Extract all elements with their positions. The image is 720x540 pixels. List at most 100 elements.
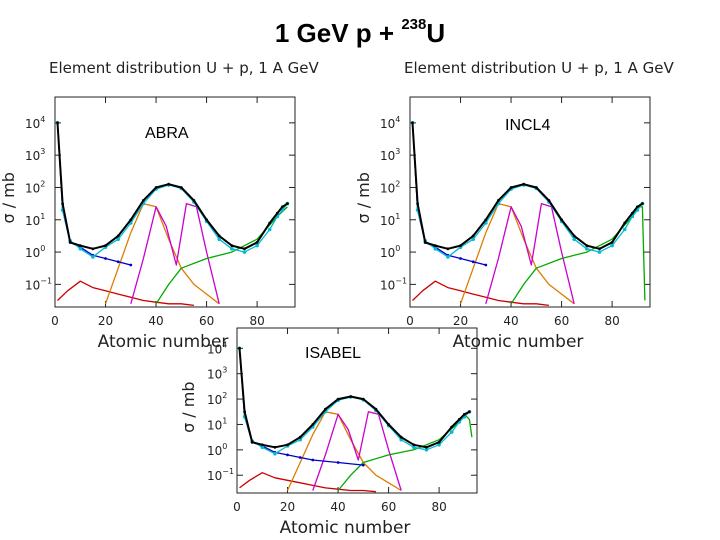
y-tick-label: 104 [207, 340, 227, 356]
point-data [129, 218, 133, 222]
y-tick-base: 10 [380, 181, 395, 195]
y-axis-label: σ / mb [0, 172, 18, 223]
model-label: INCL4 [505, 117, 550, 134]
y-tick-exponent: 3 [40, 147, 45, 156]
y-tick-label: 100 [25, 244, 45, 260]
point-data [484, 218, 488, 222]
point-total [217, 237, 221, 241]
y-tick-label: 102 [207, 391, 227, 407]
y-tick-label: 101 [380, 212, 400, 228]
x-tick-label: 0 [51, 314, 59, 328]
point-data [298, 435, 302, 439]
point-evaporation [459, 257, 462, 260]
point-data [230, 244, 234, 248]
point-data [374, 407, 378, 411]
point-data [572, 234, 576, 238]
point-data [167, 182, 171, 186]
point-data [623, 221, 627, 225]
point-evaporation [471, 260, 475, 264]
point-data [534, 186, 538, 189]
point-evaporation [336, 461, 340, 464]
point-data [268, 221, 272, 225]
y-tick-exponent: 4 [395, 115, 400, 124]
x-tick-label: 20 [453, 314, 468, 328]
y-tick-exponent: 3 [395, 147, 400, 156]
model-label: ISABEL [305, 345, 361, 362]
series-line-fission-heavy [155, 206, 288, 305]
point-data [192, 199, 196, 202]
plot-frame [54, 96, 296, 308]
y-tick-label: 100 [380, 244, 400, 260]
y-tick-label: 101 [207, 416, 227, 432]
x-tick-label: 0 [406, 314, 414, 328]
x-tick-label: 40 [148, 314, 163, 328]
point-total [267, 227, 272, 232]
x-tick-label: 80 [431, 500, 446, 514]
point-data [260, 443, 264, 447]
x-axis-label: Atomic number [98, 332, 229, 352]
point-data [243, 410, 246, 414]
y-tick-base: 10 [380, 246, 395, 260]
point-data [61, 202, 64, 206]
point-data [142, 199, 145, 202]
series-line-total [411, 122, 643, 258]
series-line-fission-light [286, 411, 402, 492]
point-data [387, 423, 390, 426]
series-line-evaporation [411, 122, 486, 266]
point-total [424, 448, 429, 452]
x-axis-label: Atomic number [453, 332, 584, 352]
x-tick-label: 20 [280, 500, 295, 514]
point-total [446, 255, 450, 259]
point-total [433, 247, 438, 251]
point-data [636, 205, 639, 209]
series-line-fission-mid [130, 202, 220, 304]
point-data [509, 186, 513, 189]
point-data [275, 211, 279, 215]
y-tick-base: 10 [25, 214, 40, 228]
y-tick-exponent: −1 [222, 467, 234, 476]
point-data [116, 234, 120, 238]
y-tick-base: 10 [380, 149, 395, 163]
point-data [238, 346, 241, 350]
point-data [598, 247, 601, 251]
point-data [459, 244, 462, 248]
point-total [78, 247, 83, 251]
y-axis-label: σ / mb [354, 172, 373, 223]
point-evaporation [484, 263, 488, 267]
series-line-other [57, 280, 194, 307]
point-data [610, 241, 614, 244]
y-tick-exponent: 1 [395, 212, 400, 221]
y-tick-base: 10 [207, 368, 222, 382]
point-data [471, 234, 475, 238]
point-data [68, 241, 72, 244]
y-tick-base: 10 [207, 444, 222, 458]
point-data [281, 205, 284, 209]
point-evaporation [311, 458, 315, 462]
point-data [361, 397, 365, 401]
x-tick-label: 40 [503, 314, 518, 328]
series-line-fission-light [104, 202, 220, 305]
point-total [91, 255, 95, 259]
chart-title: Element distribution U + p, 1 A GeV [49, 59, 319, 77]
point-data [446, 247, 450, 251]
series-line-fission-heavy [337, 413, 473, 491]
series-line-data [56, 122, 288, 250]
series-line-fission-mid [485, 202, 575, 304]
y-tick-exponent: 3 [222, 366, 227, 375]
point-total [260, 445, 265, 450]
y-tick-base: 10 [207, 342, 222, 356]
series-line-other [239, 472, 376, 493]
point-data [286, 443, 289, 447]
y-tick-base: 10 [207, 469, 222, 483]
point-data [273, 445, 277, 449]
y-tick-exponent: 0 [395, 244, 400, 253]
point-data [154, 186, 158, 189]
plot-frame [409, 96, 651, 308]
point-data [205, 218, 209, 222]
y-tick-label: 101 [25, 212, 45, 228]
point-data [179, 186, 183, 189]
x-axis-label: Atomic number [280, 518, 411, 538]
y-tick-base: 10 [25, 117, 40, 131]
point-evaporation [116, 260, 120, 264]
